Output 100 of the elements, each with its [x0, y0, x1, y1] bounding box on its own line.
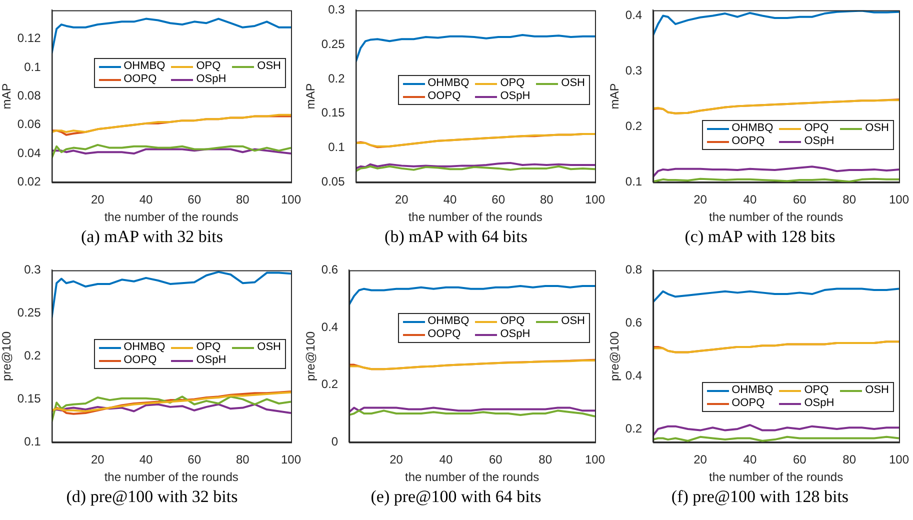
y-tick-label: 0.4 — [625, 8, 642, 22]
y-tick-label: 0.15 — [17, 392, 42, 406]
text: (a) mAP with 32 bits — [80, 227, 224, 247]
y-tick-label: 0.12 — [17, 31, 42, 46]
legend-label: OSH — [865, 122, 889, 135]
x-tick-label: 40 — [743, 452, 757, 467]
x-tick-label: 100 — [584, 192, 606, 207]
x-axis-title: the number of the rounds — [708, 470, 844, 484]
x-tick-label: 100 — [888, 452, 910, 467]
x-tick-label: 20 — [394, 192, 409, 207]
y-tick-label: 0.4 — [625, 368, 642, 382]
legend-label: OSpH — [500, 90, 530, 103]
x-tick-label: 80 — [236, 192, 250, 207]
legend-label: OPQ — [196, 60, 221, 73]
x-axis-title: the number of the rounds — [708, 210, 844, 224]
x-tick-label: 60 — [488, 452, 503, 467]
x-tick-label: 60 — [792, 452, 807, 467]
x-tick-label: 40 — [139, 452, 153, 467]
legend-label: OHMBQ — [428, 77, 470, 90]
x-tick-label: 40 — [443, 192, 457, 207]
x-tick-label: 100 — [584, 452, 606, 467]
y-axis-title: mAP — [304, 83, 318, 110]
x-axis-title: the number of the rounds — [404, 470, 540, 484]
text: (d) pre@100 with 32 bits — [65, 487, 239, 507]
x-tick-label: 80 — [538, 452, 552, 467]
legend-label: OOPQ — [124, 354, 157, 367]
legend-label: OSH — [865, 384, 889, 397]
y-axis-title: pre@100 — [608, 331, 622, 381]
y-axis-title: mAP — [608, 83, 622, 110]
y-tick-label: 0.1 — [24, 434, 42, 449]
y-tick-label: 0.2 — [625, 421, 642, 436]
x-tick-label: 80 — [842, 452, 856, 467]
legend-label: OSpH — [500, 328, 530, 341]
x-tick-label: 60 — [792, 192, 807, 207]
y-tick-label: 0.15 — [321, 106, 346, 120]
text: (b) mAP with 64 bits — [384, 227, 528, 247]
legend-label: OSpH — [196, 354, 226, 367]
x-tick-label: 40 — [139, 192, 153, 207]
y-axis-title: pre@100 — [0, 331, 14, 381]
x-tick-label: 100 — [888, 192, 910, 207]
y-tick-label: 0.05 — [321, 174, 346, 189]
y-tick-label: 0.4 — [321, 320, 338, 334]
x-axis-title: the number of the rounds — [408, 210, 542, 224]
x-tick-label: 40 — [439, 452, 453, 467]
y-tick-label: 0.6 — [321, 262, 338, 277]
x-tick-label: 80 — [842, 192, 856, 207]
legend-label: OSH — [257, 341, 281, 354]
y-tick-label: 0.25 — [321, 36, 346, 51]
y-tick-label: 0.08 — [17, 88, 42, 103]
legend-label: OOPQ — [428, 90, 461, 103]
x-axis-title: the number of the rounds — [104, 210, 238, 224]
text: (c) mAP with 128 bits — [684, 227, 836, 247]
y-tick-label: 0.2 — [625, 119, 642, 134]
x-tick-label: 60 — [188, 192, 202, 207]
legend-label: OSpH — [196, 73, 226, 86]
y-tick-label: 0.2 — [328, 71, 346, 86]
x-tick-label: 40 — [743, 192, 757, 207]
legend-label: OPQ — [196, 341, 221, 354]
y-tick-label: 0.3 — [328, 2, 346, 17]
legend-label: OSH — [561, 77, 585, 90]
y-tick-label: 0.04 — [17, 146, 42, 160]
text: (e) pre@100 with 64 bits — [370, 487, 542, 507]
legend-label: OOPQ — [124, 73, 157, 86]
legend-label: OPQ — [804, 122, 829, 135]
y-axis-title: pre@100 — [304, 331, 318, 381]
y-tick-label: 0.06 — [17, 117, 42, 132]
legend-label: OHMBQ — [732, 384, 774, 397]
y-tick-label: 0.6 — [625, 315, 642, 330]
y-tick-label: 0.3 — [625, 64, 642, 78]
legend-label: OSH — [257, 60, 281, 73]
x-tick-label: 60 — [492, 192, 506, 207]
legend-label: OHMBQ — [124, 60, 166, 73]
legend-label: OSpH — [804, 135, 834, 148]
x-tick-label: 20 — [90, 452, 105, 467]
x-tick-label: 80 — [236, 452, 250, 467]
x-tick-label: 20 — [694, 192, 708, 207]
legend-label: OSH — [561, 315, 585, 328]
y-tick-label: 0.8 — [625, 262, 642, 277]
x-tick-label: 20 — [90, 192, 105, 207]
y-tick-label: 0.1 — [625, 174, 642, 189]
x-tick-label: 100 — [280, 192, 302, 207]
legend-label: OPQ — [500, 77, 525, 90]
x-tick-label: 60 — [188, 452, 202, 467]
text: (f) pre@100 with 128 bits — [670, 487, 850, 507]
x-tick-label: 20 — [390, 452, 404, 467]
legend-label: OHMBQ — [428, 315, 470, 328]
y-tick-label: 0.2 — [321, 377, 338, 392]
x-tick-label: 20 — [694, 452, 708, 467]
x-tick-label: 80 — [540, 192, 554, 207]
legend-label: OOPQ — [732, 135, 765, 148]
legend-label: OSpH — [804, 397, 834, 410]
y-tick-label: 0.1 — [328, 140, 346, 154]
y-tick-label: 0.25 — [17, 306, 42, 320]
legend-label: OHMBQ — [732, 122, 774, 135]
y-tick-label: 0.02 — [17, 174, 42, 189]
x-axis-title: the number of the rounds — [104, 470, 238, 484]
y-axis-title: mAP — [0, 83, 14, 110]
legend-label: OOPQ — [428, 328, 461, 341]
y-tick-label: 0.1 — [24, 60, 42, 74]
x-tick-label: 100 — [280, 452, 302, 467]
